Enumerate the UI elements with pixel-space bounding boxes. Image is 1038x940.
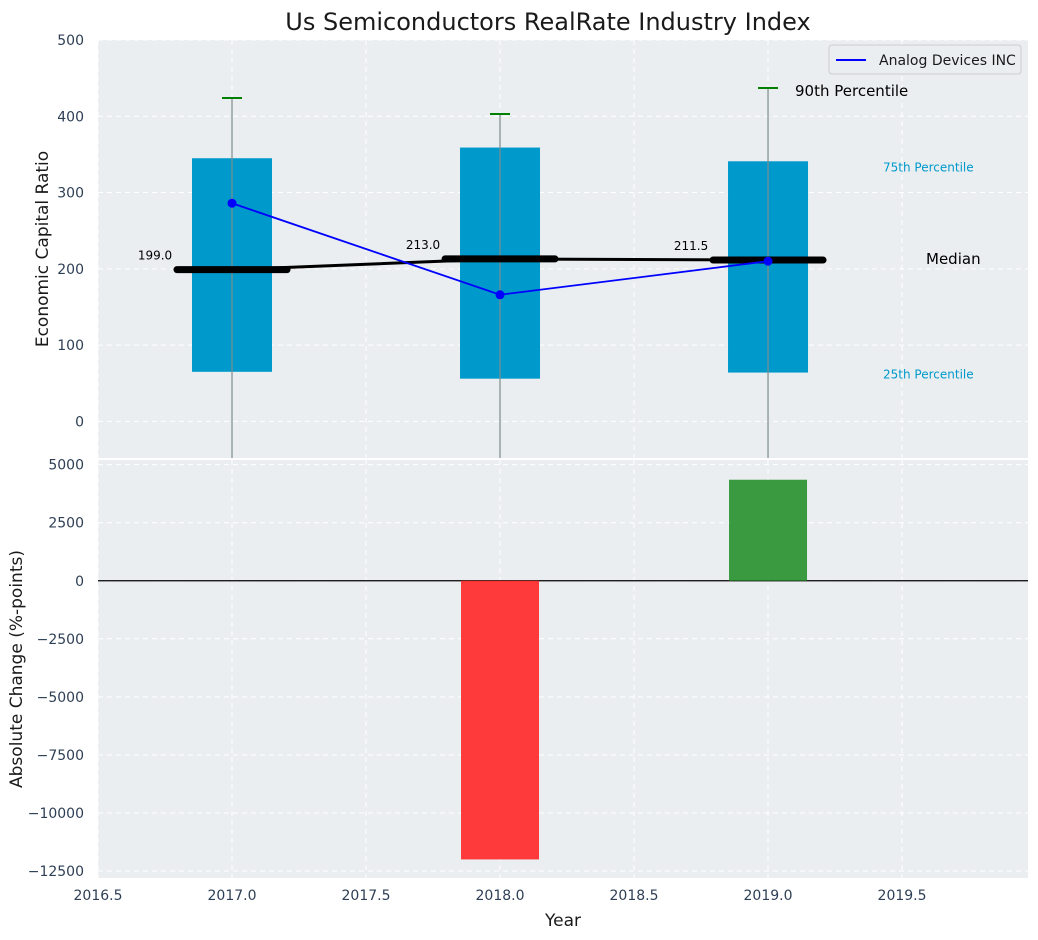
bottom-y-tick-label: −12500 (28, 864, 84, 880)
chart-title: Us Semiconductors RealRate Industry Inde… (285, 8, 810, 36)
series-point (495, 290, 505, 300)
box-plot-marks: 199.0 213.0 211.5 90th Percentile 75th Perce… (138, 82, 981, 458)
bottom-y-tick-label: 5000 (48, 458, 84, 474)
x-tick-label: 2019.5 (878, 888, 927, 904)
top-y-axis-label: Economic Capital Ratio (33, 151, 53, 347)
legend-box (828, 44, 1022, 75)
annotation-median: Median (926, 250, 981, 268)
change-bar-positive (729, 479, 808, 581)
bottom-plot-background (98, 460, 1028, 878)
change-bar-negative (461, 580, 540, 860)
x-tick-label: 2017.5 (342, 888, 391, 904)
bottom-y-tick-label: −7500 (37, 748, 84, 764)
x-tick-label: 2018.5 (610, 888, 659, 904)
bottom-y-axis-label: Absolute Change (%-points) (7, 550, 27, 788)
x-tick-labels: 2016.5 2017.0 2017.5 2018.0 2018.5 2019.0 2019… (74, 888, 927, 904)
x-tick-label: 2019.0 (744, 888, 793, 904)
bottom-y-tick-labels: −12500 −10000 −7500 −5000 −2500 0 2500 5000 (28, 458, 84, 880)
annotation-75th-percentile: 75th Percentile (883, 160, 974, 174)
x-tick-label: 2018.0 (476, 888, 525, 904)
series-point (227, 198, 237, 208)
bottom-y-tick-label: 0 (75, 574, 84, 590)
top-y-tick-label: 400 (57, 109, 84, 125)
median-value-label: 213.0 (406, 238, 440, 252)
series-point (763, 256, 773, 266)
legend: Analog Devices INC (828, 44, 1022, 75)
top-y-tick-label: 500 (57, 33, 84, 49)
median-value-label: 211.5 (674, 239, 708, 253)
x-axis-label: Year (544, 911, 581, 931)
change-bar-marks (98, 479, 1028, 860)
bottom-y-tick-label: −2500 (37, 632, 84, 648)
bottom-y-tick-label: −10000 (28, 806, 84, 822)
annotation-90th-percentile: 90th Percentile (795, 82, 908, 100)
top-y-tick-labels: 0 100 200 300 400 500 (57, 33, 84, 430)
annotation-25th-percentile: 25th Percentile (883, 368, 974, 382)
x-tick-label: 2016.5 (74, 888, 123, 904)
top-y-tick-label: 0 (75, 414, 84, 430)
x-tick-label: 2017.0 (208, 888, 257, 904)
legend-entry-analog-devices: Analog Devices INC (879, 53, 1016, 69)
bottom-y-tick-label: 2500 (48, 516, 84, 532)
top-y-tick-label: 100 (57, 338, 84, 354)
top-y-tick-label: 200 (57, 262, 84, 278)
median-value-label: 199.0 (138, 249, 172, 263)
top-y-tick-label: 300 (57, 186, 84, 202)
bottom-y-tick-label: −5000 (37, 690, 84, 706)
